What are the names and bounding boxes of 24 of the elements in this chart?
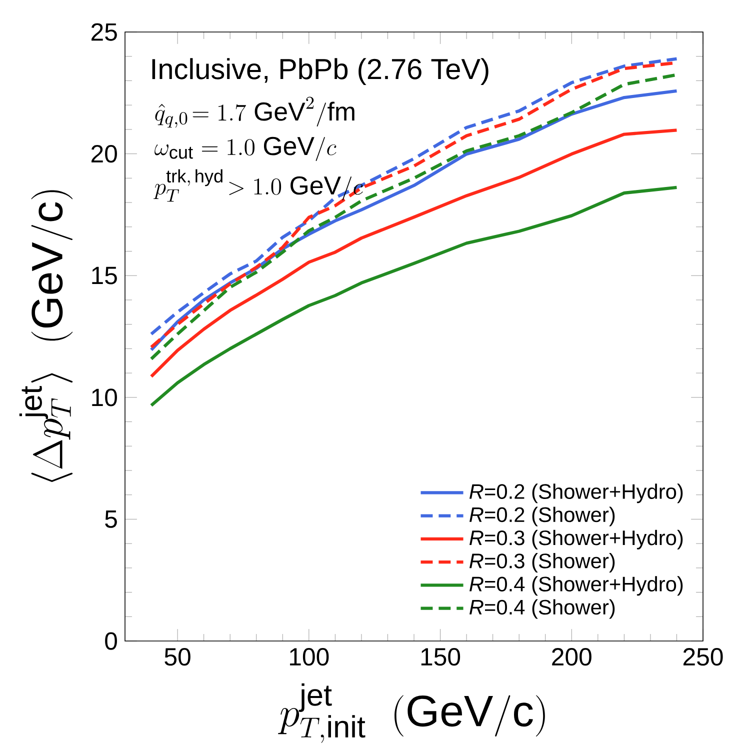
x-axis-title: $p_{T,\mathrm{init}}^{\mathrm{jet}}\ \ (\mathrm{GeV/c})$: [278, 683, 545, 743]
legend-label: R=0.2 (Shower+Hydro): [470, 484, 683, 504]
line-series: [150, 128, 678, 378]
x-tick-label: 200: [552, 648, 592, 666]
annotation: $p_T^{\mathrm{trk,\,hyd}}\!> 1.0\ \mathrm{GeV}/c$: [154, 169, 363, 202]
x-tick-label: 250: [683, 648, 723, 666]
annotation: Inclusive, PbPb (2.76 TeV): [152, 58, 488, 86]
y-tick-label: 15: [92, 266, 117, 284]
legend-label: R=0.3 (Shower): [470, 553, 615, 573]
annotation: $\hat{q}_{q,0}\!= 1.7\ \mathrm{GeV}^2/\mathrm{fm}$: [155, 96, 354, 128]
y-tick-label: 5: [105, 510, 117, 528]
legend-label: R=0.3 (Shower+Hydro): [470, 530, 683, 550]
y-axis-title: $\langle \Delta p_T^{\mathrm{jet}}\rangle\ \ (\mathrm{GeV/c})$: [19, 190, 73, 482]
legend-label: R=0.4 (Shower): [470, 599, 615, 619]
x-tick-label: 150: [421, 648, 460, 666]
y-tick-label: 10: [92, 388, 117, 406]
annotation: $\omega_{\mathrm{cut}} = 1.0\ \mathrm{GeV}/c$: [154, 136, 336, 161]
y-tick-label: 0: [105, 632, 117, 650]
y-tick-label: 20: [92, 144, 117, 163]
y-tick-label: 25: [92, 23, 117, 41]
x-tick-label: 50: [164, 648, 190, 666]
legend-label: R=0.2 (Shower): [470, 506, 615, 526]
legend-label: R=0.4 (Shower+Hydro): [470, 576, 683, 596]
x-tick-label: 100: [290, 648, 329, 666]
